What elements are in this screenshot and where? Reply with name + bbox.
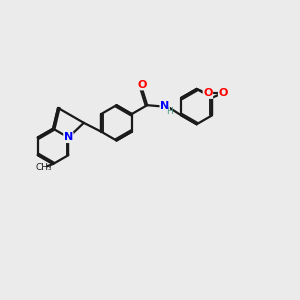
Text: O: O: [218, 88, 228, 98]
Text: O: O: [203, 88, 213, 98]
Text: N: N: [160, 100, 169, 111]
Text: H: H: [166, 106, 173, 116]
Text: N: N: [64, 133, 73, 142]
Text: O: O: [137, 80, 147, 90]
Text: CH₃: CH₃: [35, 163, 52, 172]
